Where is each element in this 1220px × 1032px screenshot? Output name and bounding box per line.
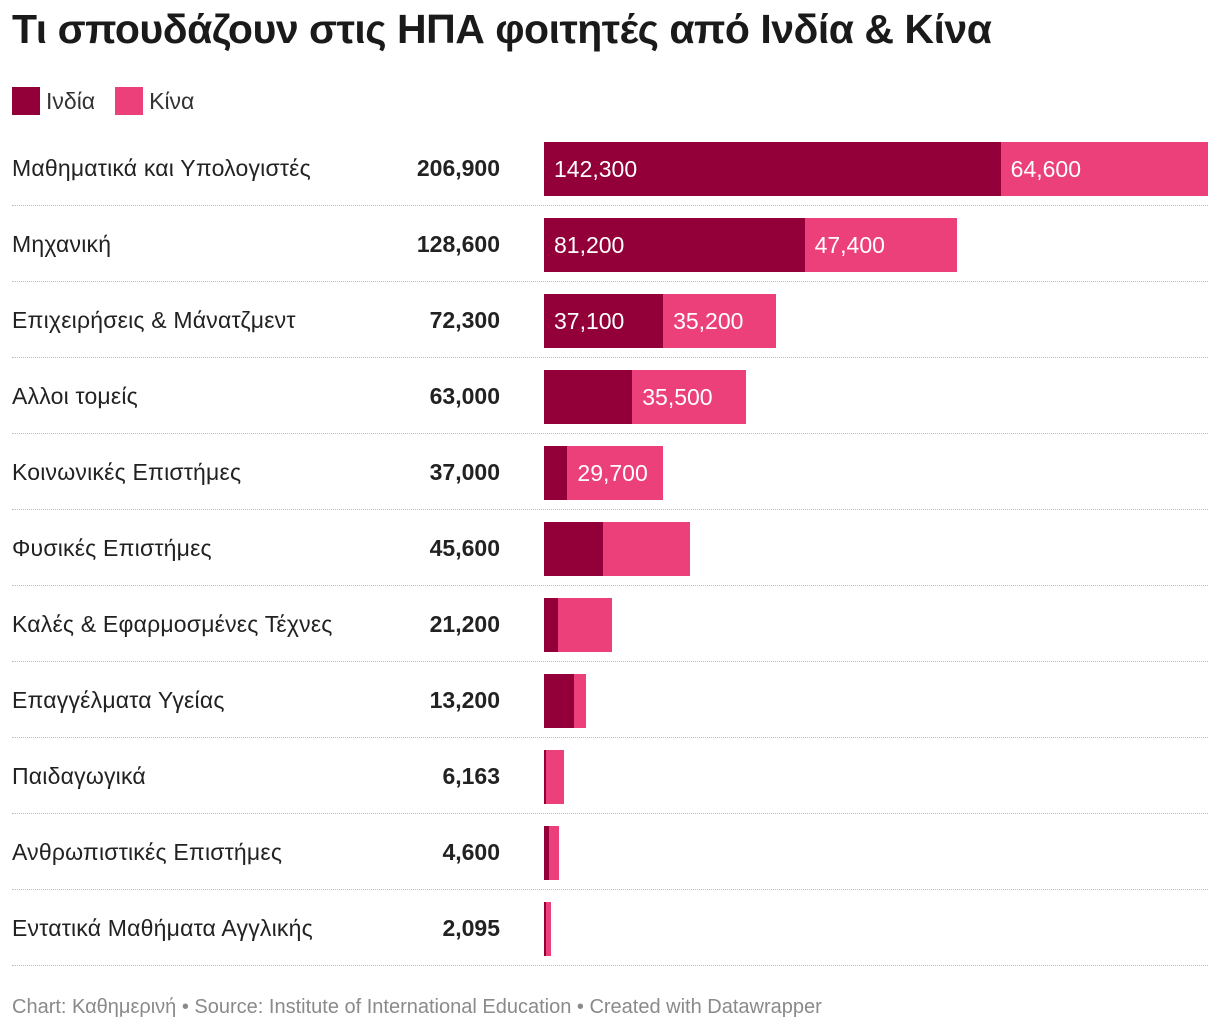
bar-row: Επαγγέλματα Υγείας 13,200	[12, 662, 1208, 738]
bar-row: Κοινωνικές Επιστήμες 37,000 29,700	[12, 434, 1208, 510]
category-label: Επαγγέλματα Υγείας	[12, 687, 225, 713]
bar-segment-india	[544, 522, 603, 576]
row-divider	[12, 737, 1208, 738]
category-label: Εντατικά Μαθήματα Αγγλικής	[12, 915, 313, 941]
bar-segment-china	[558, 598, 613, 652]
bar-row: Εντατικά Μαθήματα Αγγλικής 2,095	[12, 890, 1208, 966]
bar-segment-china	[804, 218, 957, 272]
total-value: 128,600	[416, 231, 500, 257]
category-label: Παιδαγωγικά	[12, 763, 146, 789]
bar-row: Φυσικές Επιστήμες 45,600	[12, 510, 1208, 586]
total-value: 21,200	[429, 611, 500, 637]
data-label-china: 35,200	[673, 308, 744, 334]
bar-segment-india	[544, 674, 575, 728]
row-divider	[12, 281, 1208, 282]
bar-row: Ανθρωπιστικές Επιστήμες 4,600	[12, 814, 1208, 890]
bar-segment-india	[544, 826, 549, 880]
category-label: Μαθηματικά και Υπολογιστές	[12, 155, 311, 181]
total-value: 6,163	[442, 763, 500, 789]
legend-item-china: Κίνα	[115, 87, 194, 115]
total-value: 2,095	[442, 915, 500, 941]
chart-footer: Chart: Καθημερινή • Source: Institute of…	[12, 996, 822, 1018]
category-label: Μηχανική	[12, 231, 112, 257]
total-value: 206,900	[416, 155, 500, 181]
row-divider	[12, 433, 1208, 434]
total-value: 13,200	[429, 687, 500, 713]
data-label-india: 142,300	[554, 156, 638, 182]
row-divider	[12, 661, 1208, 662]
category-label: Επιχειρήσεις & Μάνατζμεντ	[12, 307, 296, 333]
bar-segment-china	[548, 826, 559, 880]
bar-segment-india	[544, 902, 547, 956]
legend-label-china: Κίνα	[149, 87, 195, 114]
category-label: Φυσικές Επιστήμες	[12, 535, 212, 561]
category-label: Ανθρωπιστικές Επιστήμες	[12, 839, 283, 865]
data-label-china: 64,600	[1010, 156, 1082, 182]
bar-segment-india	[544, 750, 547, 804]
bar-row: Καλές & Εφαρμοσμένες Τέχνες 21,200	[12, 586, 1208, 662]
bar-segment-india	[544, 598, 559, 652]
row-divider	[12, 205, 1208, 206]
bar-segment-china	[546, 902, 551, 956]
data-label-india: 37,100	[554, 308, 625, 334]
stacked-bar-chart: Μαθηματικά και Υπολογιστές 206,900 142,300…	[0, 130, 1220, 970]
bar-segment-china	[546, 750, 564, 804]
row-divider	[12, 357, 1208, 358]
data-label-china: 47,400	[814, 232, 885, 258]
bar-segment-china	[632, 370, 747, 424]
bar-segment-india	[544, 218, 805, 272]
data-label-india: 81,200	[554, 232, 625, 258]
legend-label-india: Ινδία	[46, 87, 96, 114]
row-divider	[12, 585, 1208, 586]
row-divider	[12, 965, 1208, 966]
row-divider	[12, 813, 1208, 814]
bar-segment-india	[544, 370, 633, 424]
bar-segment-china	[663, 294, 777, 348]
bar-row: Επιχειρήσεις & Μάνατζμεντ 72,300 37,100 35,…	[12, 282, 1208, 358]
total-value: 63,000	[429, 383, 500, 409]
bar-row: Αλλοι τομείς 63,000 35,500	[12, 358, 1208, 434]
bar-segment-india	[544, 446, 568, 500]
total-value: 72,300	[429, 307, 500, 333]
total-value: 37,000	[429, 459, 500, 485]
total-value: 45,600	[429, 535, 500, 561]
legend-swatch-india	[12, 87, 40, 115]
bar-row: Παιδαγωγικά 6,163	[12, 738, 1208, 814]
bar-segment-china	[574, 674, 587, 728]
category-label: Αλλοι τομείς	[12, 383, 138, 409]
bar-row: Μαθηματικά και Υπολογιστές 206,900 142,300…	[12, 130, 1208, 206]
data-label-china: 29,700	[577, 460, 648, 486]
chart-title: Τι σπουδάζουν στις ΗΠΑ φοιτητές από Ινδί…	[12, 6, 992, 52]
row-divider	[12, 509, 1208, 510]
bar-segment-china	[602, 522, 691, 576]
total-value: 4,600	[442, 839, 500, 865]
bar-segment-china	[567, 446, 663, 500]
legend: Ινδία Κίνα	[12, 86, 214, 116]
data-label-china: 35,500	[642, 384, 713, 410]
category-label: Κοινωνικές Επιστήμες	[12, 459, 242, 485]
bar-segment-india	[544, 294, 664, 348]
bar-row: Μηχανική 128,600 81,200 47,400	[12, 206, 1208, 282]
row-divider	[12, 889, 1208, 890]
legend-item-india: Ινδία	[12, 87, 95, 115]
bar-segment-india	[544, 142, 1001, 196]
bar-segment-china	[1000, 142, 1208, 196]
category-label: Καλές & Εφαρμοσμένες Τέχνες	[12, 611, 333, 637]
legend-swatch-china	[115, 87, 144, 115]
